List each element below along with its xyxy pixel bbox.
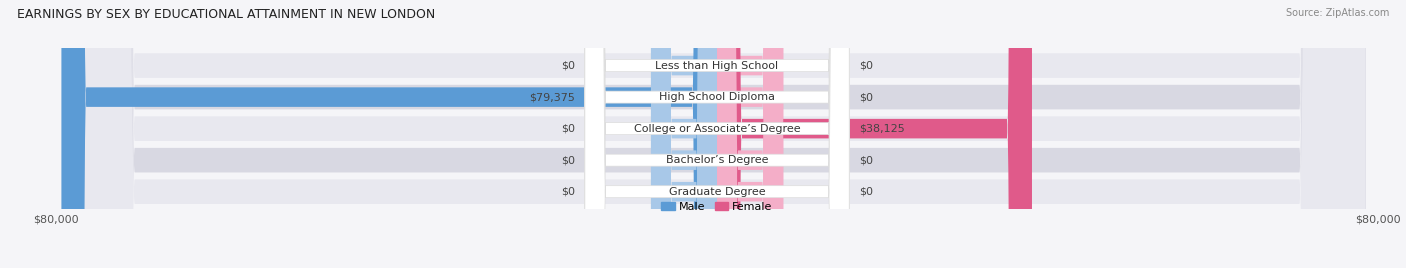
FancyBboxPatch shape	[62, 0, 717, 268]
Text: High School Diploma: High School Diploma	[659, 92, 775, 102]
FancyBboxPatch shape	[651, 0, 717, 268]
FancyBboxPatch shape	[717, 0, 783, 268]
FancyBboxPatch shape	[717, 0, 783, 268]
FancyBboxPatch shape	[585, 0, 849, 268]
FancyBboxPatch shape	[717, 0, 1032, 268]
Text: Graduate Degree: Graduate Degree	[669, 187, 765, 197]
FancyBboxPatch shape	[585, 0, 849, 268]
Text: $0: $0	[561, 124, 575, 134]
FancyBboxPatch shape	[69, 0, 1365, 268]
FancyBboxPatch shape	[69, 0, 1365, 268]
Text: $0: $0	[561, 61, 575, 70]
Text: $0: $0	[859, 61, 873, 70]
FancyBboxPatch shape	[651, 0, 717, 268]
Legend: Male, Female: Male, Female	[657, 198, 778, 216]
Text: $0: $0	[859, 187, 873, 197]
Text: EARNINGS BY SEX BY EDUCATIONAL ATTAINMENT IN NEW LONDON: EARNINGS BY SEX BY EDUCATIONAL ATTAINMEN…	[17, 8, 434, 21]
Text: $79,375: $79,375	[529, 92, 575, 102]
FancyBboxPatch shape	[585, 0, 849, 268]
FancyBboxPatch shape	[717, 0, 783, 268]
Text: Bachelor’s Degree: Bachelor’s Degree	[666, 155, 768, 165]
FancyBboxPatch shape	[69, 0, 1365, 268]
Text: $0: $0	[561, 187, 575, 197]
FancyBboxPatch shape	[585, 0, 849, 268]
FancyBboxPatch shape	[717, 0, 783, 268]
Text: $0: $0	[859, 92, 873, 102]
Text: $0: $0	[561, 155, 575, 165]
Text: $38,125: $38,125	[859, 124, 905, 134]
FancyBboxPatch shape	[651, 0, 717, 268]
Text: Source: ZipAtlas.com: Source: ZipAtlas.com	[1285, 8, 1389, 18]
Text: Less than High School: Less than High School	[655, 61, 779, 70]
FancyBboxPatch shape	[651, 0, 717, 268]
Text: College or Associate’s Degree: College or Associate’s Degree	[634, 124, 800, 134]
FancyBboxPatch shape	[69, 0, 1365, 268]
FancyBboxPatch shape	[69, 0, 1365, 268]
Text: $0: $0	[859, 155, 873, 165]
FancyBboxPatch shape	[585, 0, 849, 268]
